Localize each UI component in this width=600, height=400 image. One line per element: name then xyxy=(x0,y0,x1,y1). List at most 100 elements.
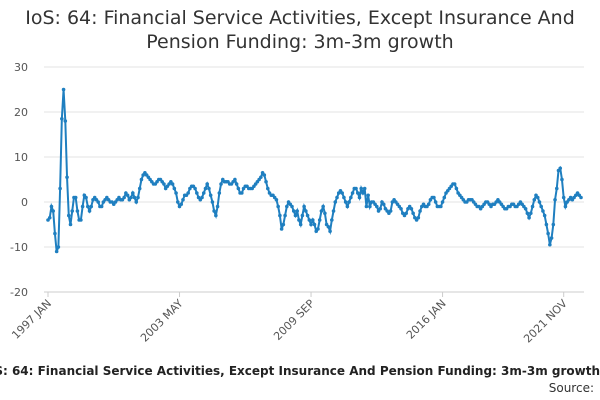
data-point[interactable] xyxy=(530,204,535,209)
data-point[interactable] xyxy=(355,191,360,195)
data-point[interactable] xyxy=(347,200,351,204)
data-point[interactable] xyxy=(342,195,346,200)
data-point[interactable] xyxy=(186,191,190,195)
data-point[interactable] xyxy=(214,213,218,218)
data-point[interactable] xyxy=(66,213,71,218)
data-point[interactable] xyxy=(312,222,317,227)
data-point[interactable] xyxy=(328,229,332,234)
data-point[interactable] xyxy=(542,213,547,218)
data-point[interactable] xyxy=(285,204,289,209)
data-point[interactable] xyxy=(53,231,57,236)
data-point[interactable] xyxy=(297,218,301,222)
data-point[interactable] xyxy=(309,222,313,227)
data-point[interactable] xyxy=(304,209,308,213)
data-point[interactable] xyxy=(362,186,367,191)
data-point[interactable] xyxy=(240,191,244,195)
data-point[interactable] xyxy=(316,227,320,231)
data-point[interactable] xyxy=(179,202,184,207)
data-point[interactable] xyxy=(319,209,324,213)
data-point[interactable] xyxy=(354,186,358,191)
data-point[interactable] xyxy=(175,200,180,204)
data-point[interactable] xyxy=(281,222,286,227)
data-point[interactable] xyxy=(418,209,422,213)
data-point[interactable] xyxy=(290,204,294,209)
data-point[interactable] xyxy=(527,215,531,220)
data-point[interactable] xyxy=(558,166,563,171)
data-point[interactable] xyxy=(278,213,282,218)
data-point[interactable] xyxy=(537,200,542,204)
data-point[interactable] xyxy=(259,175,263,180)
data-point[interactable] xyxy=(310,218,315,222)
data-point[interactable] xyxy=(73,195,78,200)
data-point[interactable] xyxy=(553,197,557,202)
data-point[interactable] xyxy=(535,195,540,200)
data-point[interactable] xyxy=(49,204,54,209)
data-point[interactable] xyxy=(195,191,199,195)
data-point[interactable] xyxy=(125,193,130,198)
data-point[interactable] xyxy=(440,200,445,204)
data-point[interactable] xyxy=(357,195,362,200)
data-point[interactable] xyxy=(99,204,104,209)
data-point[interactable] xyxy=(212,209,216,213)
data-point[interactable] xyxy=(426,202,431,207)
data-point[interactable] xyxy=(200,195,204,200)
data-point[interactable] xyxy=(61,87,66,92)
data-point[interactable] xyxy=(136,195,140,200)
data-point[interactable] xyxy=(529,211,533,216)
data-point[interactable] xyxy=(283,213,287,218)
data-point[interactable] xyxy=(89,204,94,209)
data-point[interactable] xyxy=(132,195,137,200)
data-point[interactable] xyxy=(122,195,126,200)
data-point[interactable] xyxy=(300,213,305,218)
data-point[interactable] xyxy=(203,186,208,191)
data-point[interactable] xyxy=(305,213,310,218)
data-point[interactable] xyxy=(378,206,383,211)
data-point[interactable] xyxy=(51,209,55,213)
data-point[interactable] xyxy=(84,195,88,200)
data-point[interactable] xyxy=(548,242,552,247)
data-point[interactable] xyxy=(375,204,379,209)
data-point[interactable] xyxy=(129,195,133,200)
data-point[interactable] xyxy=(75,209,80,213)
data-point[interactable] xyxy=(541,209,545,213)
data-point[interactable] xyxy=(279,227,284,231)
data-point[interactable] xyxy=(323,211,327,216)
data-point[interactable] xyxy=(399,206,403,211)
data-point[interactable] xyxy=(262,173,267,177)
data-point[interactable] xyxy=(205,182,210,186)
data-point[interactable] xyxy=(579,195,583,200)
data-point[interactable] xyxy=(345,204,350,209)
data-point[interactable] xyxy=(523,206,528,211)
data-point[interactable] xyxy=(326,224,331,229)
data-point[interactable] xyxy=(317,218,322,222)
data-point[interactable] xyxy=(139,177,144,182)
data-point[interactable] xyxy=(330,218,334,222)
data-point[interactable] xyxy=(364,204,369,209)
data-point[interactable] xyxy=(207,186,211,191)
data-point[interactable] xyxy=(60,116,64,121)
data-point[interactable] xyxy=(361,191,365,195)
data-point[interactable] xyxy=(349,195,353,200)
data-point[interactable] xyxy=(162,182,166,186)
data-point[interactable] xyxy=(54,249,59,254)
data-point[interactable] xyxy=(264,179,268,184)
data-point[interactable] xyxy=(233,177,237,182)
data-point[interactable] xyxy=(80,204,85,209)
data-point[interactable] xyxy=(432,195,436,200)
data-point[interactable] xyxy=(404,211,409,216)
data-point[interactable] xyxy=(87,209,92,213)
data-point[interactable] xyxy=(86,204,90,209)
data-point[interactable] xyxy=(381,202,386,207)
data-point[interactable] xyxy=(561,195,566,200)
data-point[interactable] xyxy=(58,186,62,191)
data-point[interactable] xyxy=(442,195,447,200)
data-point[interactable] xyxy=(546,231,550,236)
data-point[interactable] xyxy=(298,222,303,227)
data-point[interactable] xyxy=(276,204,280,209)
data-point[interactable] xyxy=(47,215,52,220)
data-point[interactable] xyxy=(560,177,564,182)
data-point[interactable] xyxy=(340,191,344,195)
data-point[interactable] xyxy=(295,209,299,213)
data-point[interactable] xyxy=(409,206,414,211)
data-point[interactable] xyxy=(368,204,372,209)
